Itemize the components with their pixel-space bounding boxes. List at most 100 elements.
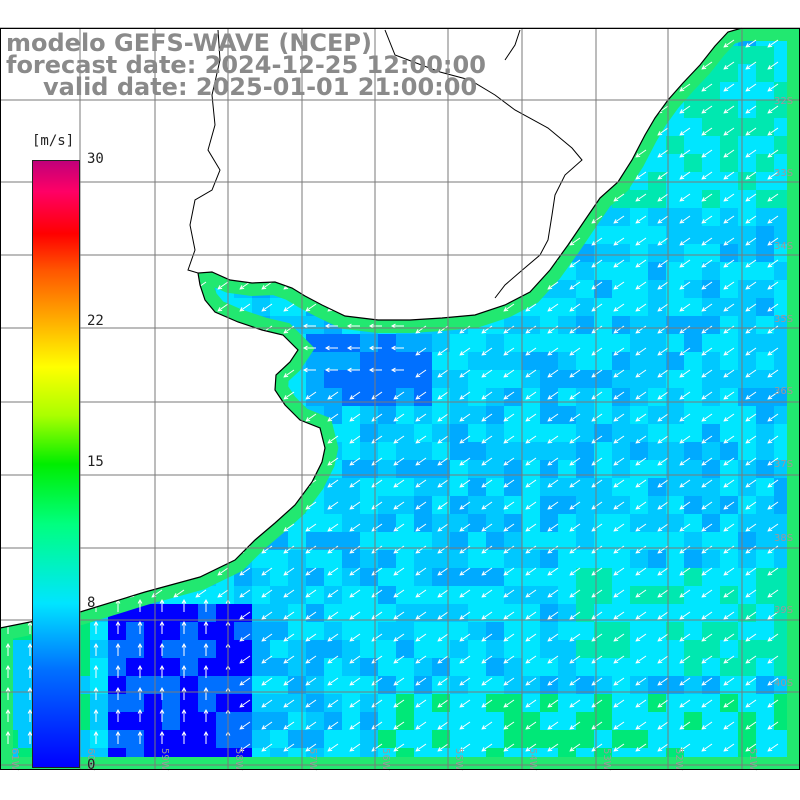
wind-speed-cell xyxy=(252,298,270,316)
wind-arrow xyxy=(393,633,405,642)
wind-arrow xyxy=(745,325,757,334)
wind-arrow xyxy=(679,699,691,708)
wind-arrow xyxy=(115,686,121,700)
wind-arrow xyxy=(723,435,735,444)
wind-speed-cell xyxy=(702,478,720,496)
wind-arrow xyxy=(481,589,493,598)
wind-speed-cell xyxy=(612,622,630,640)
wind-arrow xyxy=(613,721,625,730)
wind-arrow xyxy=(613,457,625,466)
wind-speed-cell xyxy=(450,712,468,730)
wind-speed-cell xyxy=(486,460,504,478)
wind-arrow xyxy=(327,413,339,422)
wind-arrow xyxy=(525,501,537,510)
wind-speed-cell xyxy=(684,496,702,514)
wind-arrow xyxy=(635,281,647,290)
wind-speed-cell xyxy=(684,604,702,622)
wind-speed-cell xyxy=(702,136,720,154)
wind-speed-cell xyxy=(252,658,270,676)
wind-arrow xyxy=(701,677,713,686)
wind-speed-cell xyxy=(630,712,648,730)
wind-speed-cell xyxy=(450,478,468,496)
wind-speed-cell xyxy=(522,586,540,604)
wind-arrow xyxy=(181,730,187,744)
latitude-label: 36S xyxy=(774,386,793,397)
wind-speed-cell xyxy=(252,712,270,730)
wind-arrow xyxy=(525,413,537,422)
wind-speed-cell xyxy=(504,676,522,694)
wind-speed-cell xyxy=(558,568,576,586)
wind-arrow xyxy=(679,259,691,268)
wind-arrow xyxy=(415,325,427,334)
wind-speed-cell xyxy=(450,640,468,658)
wind-arrow xyxy=(569,611,581,620)
wind-arrow xyxy=(415,501,427,510)
wind-speed-cell xyxy=(324,514,342,532)
wind-speed-cell xyxy=(504,424,522,442)
wind-arrow xyxy=(767,633,779,642)
wind-speed-cell xyxy=(594,388,612,406)
wind-speed-cell xyxy=(756,298,774,316)
wind-speed-cell xyxy=(720,64,738,82)
wind-speed-cell xyxy=(702,658,720,676)
wind-speed-cell xyxy=(486,514,504,532)
wind-speed-cell xyxy=(612,424,630,442)
wind-speed-cell xyxy=(594,316,612,334)
wind-speed-cell xyxy=(756,496,774,514)
wind-arrow xyxy=(203,664,209,678)
wind-arrow xyxy=(569,259,581,268)
wind-arrow xyxy=(723,523,735,532)
wind-speed-cell xyxy=(342,658,360,676)
wind-speed-cell xyxy=(432,424,450,442)
wind-speed-cell xyxy=(306,730,324,748)
wind-arrow xyxy=(349,677,361,686)
wind-arrow xyxy=(591,611,603,620)
wind-speed-cell xyxy=(594,226,612,244)
wind-arrow xyxy=(159,620,165,634)
wind-arrow xyxy=(635,589,647,598)
wind-arrow xyxy=(657,567,669,576)
wind-speed-cell xyxy=(306,550,324,568)
wind-arrow xyxy=(261,743,273,752)
wind-arrow xyxy=(547,677,559,686)
wind-arrow xyxy=(569,633,581,642)
wind-speed-cell xyxy=(684,262,702,280)
wind-arrow xyxy=(503,457,515,466)
wind-speed-cell xyxy=(468,568,486,586)
wind-speed-cell xyxy=(396,622,414,640)
wind-speed-cell xyxy=(522,568,540,586)
wind-speed-cell xyxy=(522,442,540,460)
wind-arrow xyxy=(415,743,427,752)
wind-speed-cell xyxy=(522,604,540,622)
wind-speed-cell xyxy=(378,370,396,388)
wind-arrow xyxy=(547,567,559,576)
wind-speed-cell xyxy=(540,568,558,586)
wind-arrow xyxy=(569,589,581,598)
wind-speed-cell xyxy=(630,334,648,352)
wind-speed-cell xyxy=(468,406,486,424)
wind-arrow xyxy=(459,347,471,356)
wind-speed-cell xyxy=(288,730,306,748)
wind-speed-cell xyxy=(522,730,540,748)
wind-speed-cell xyxy=(666,352,684,370)
wind-speed-cell xyxy=(468,496,486,514)
wind-speed-cell xyxy=(540,532,558,550)
wind-speed-cell xyxy=(756,208,774,226)
wind-arrow xyxy=(723,655,735,664)
wind-arrow xyxy=(679,633,691,642)
wind-speed-cell xyxy=(486,640,504,658)
wind-arrow xyxy=(723,347,735,356)
wind-arrow xyxy=(613,281,625,290)
wind-arrow xyxy=(203,620,209,634)
wind-arrow xyxy=(305,633,317,642)
wind-speed-cell xyxy=(558,496,576,514)
wind-speed-cell xyxy=(684,532,702,550)
wind-speed-cell xyxy=(576,586,594,604)
wind-speed-cell xyxy=(666,334,684,352)
wind-arrow xyxy=(657,545,669,554)
wind-arrow xyxy=(679,171,691,180)
wind-arrow xyxy=(657,721,669,730)
wind-arrow xyxy=(115,708,121,722)
wind-speed-cell xyxy=(342,532,360,550)
wind-arrow xyxy=(635,325,647,334)
